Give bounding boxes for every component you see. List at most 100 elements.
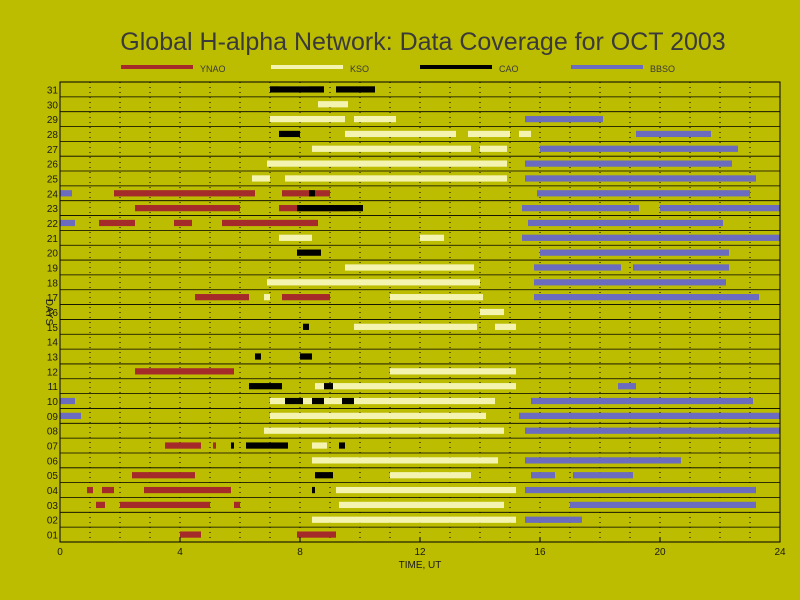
bar-bbso (525, 175, 756, 182)
y-tick-label: 07 (47, 442, 59, 453)
bar-ynao (282, 190, 330, 197)
legend-label-ynao: YNAO (200, 64, 226, 74)
legend-label-cao: CAO (499, 64, 519, 74)
y-tick-label: 26 (47, 160, 59, 171)
x-tick-label: 16 (534, 547, 546, 558)
bar-bbso (540, 145, 738, 152)
bar-ynao (282, 294, 330, 301)
bar-kso (315, 383, 516, 390)
bar-ynao (132, 472, 195, 479)
bar-bbso (534, 264, 621, 271)
y-tick-label: 01 (47, 531, 59, 542)
bar-kso (279, 234, 312, 241)
y-tick-label: 08 (47, 427, 59, 438)
y-tick-label: 31 (47, 85, 59, 96)
bar-cao (315, 472, 333, 479)
bar-cao (279, 130, 300, 138)
bar-kso (336, 486, 516, 494)
bar-kso (312, 145, 471, 152)
x-tick-label: 24 (774, 547, 786, 558)
bar-bbso (60, 219, 75, 227)
y-tick-label: 18 (47, 278, 59, 289)
bar-kso (354, 115, 396, 123)
bar-ynao (165, 442, 201, 449)
bar-ynao (99, 219, 135, 227)
bar-cao (249, 383, 282, 390)
bar-kso (480, 145, 507, 152)
y-tick-label: 02 (47, 516, 59, 527)
bar-kso (312, 457, 498, 464)
bar-cao (303, 323, 309, 330)
bar-bbso (522, 205, 639, 212)
bar-bbso (570, 501, 756, 509)
y-tick-label: 19 (47, 263, 59, 274)
bar-kso (264, 294, 270, 301)
bar-kso (252, 175, 270, 182)
bar-kso (267, 160, 507, 167)
bar-cao (270, 86, 324, 93)
bar-bbso (531, 397, 753, 405)
legend-label-kso: KSO (350, 64, 369, 74)
y-tick-label: 09 (47, 412, 59, 423)
bar-ynao (114, 190, 255, 197)
bar-kso (339, 501, 504, 509)
bar-kso (270, 412, 486, 419)
bar-cao (297, 205, 363, 212)
bar-cao (336, 86, 375, 93)
bar-cao (339, 442, 345, 449)
bar-kso (480, 308, 504, 316)
bar-kso (312, 442, 327, 449)
y-tick-label: 28 (47, 130, 59, 141)
bar-kso (345, 130, 456, 138)
y-axis-label: DAYS (43, 299, 54, 326)
y-tick-label: 15 (47, 323, 59, 334)
bar-bbso (522, 234, 780, 241)
bar-bbso (618, 383, 636, 390)
x-tick-label: 12 (414, 547, 426, 558)
bar-cao (312, 397, 324, 405)
bar-bbso (60, 397, 75, 405)
y-tick-label: 16 (47, 308, 59, 319)
x-tick-label: 0 (57, 547, 63, 558)
bar-bbso (633, 264, 729, 271)
x-tick-label: 20 (654, 547, 666, 558)
bar-kso (390, 294, 483, 301)
bar-ynao (234, 501, 240, 509)
bar-kso (270, 397, 495, 405)
bar-kso (318, 101, 348, 108)
bar-cao (246, 442, 288, 449)
y-tick-label: 03 (47, 501, 59, 512)
bar-kso (420, 234, 444, 241)
bar-cao (309, 190, 315, 197)
bar-bbso (528, 219, 723, 227)
y-tick-label: 23 (47, 204, 59, 215)
bar-cao (285, 397, 303, 405)
bar-ynao (87, 486, 93, 494)
y-tick-label: 20 (47, 249, 59, 260)
grid (60, 82, 780, 542)
bar-bbso (525, 115, 603, 123)
y-tick-label: 10 (47, 397, 59, 408)
y-tick-label: 27 (47, 145, 59, 156)
chart-title: Global H-alpha Network: Data Coverage fo… (120, 28, 725, 56)
bar-bbso (525, 486, 756, 494)
y-tick-label: 22 (47, 219, 59, 230)
bar-ynao (135, 205, 240, 212)
bar-ynao (120, 501, 210, 509)
bar-bbso (525, 457, 681, 464)
y-tick-label: 04 (47, 486, 59, 497)
bar-cao (300, 353, 312, 360)
bar-cao (297, 249, 321, 256)
coverage-bars (60, 86, 780, 538)
y-tick-label: 14 (47, 338, 59, 349)
x-tick-label: 4 (177, 547, 183, 558)
legend-swatch-cao (420, 65, 492, 69)
legend-swatch-ynao (121, 65, 193, 69)
bar-bbso (519, 412, 780, 419)
y-tick-label: 24 (47, 189, 59, 200)
bar-bbso (537, 190, 750, 197)
legend-label-bbso: BBSO (650, 64, 675, 74)
x-tick-label: 8 (297, 547, 303, 558)
x-axis: 0 4 8 12 16 20 24 (57, 537, 786, 558)
